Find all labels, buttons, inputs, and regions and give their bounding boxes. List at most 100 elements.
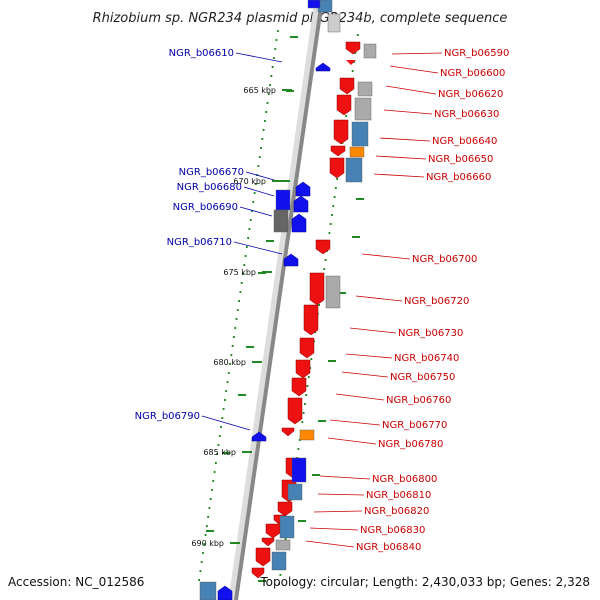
dash-mark <box>238 394 246 396</box>
forward-gene-arrow <box>329 157 345 179</box>
kbp-tick-label: 670 kbp <box>233 177 266 186</box>
kbp-tick-mark <box>282 89 292 91</box>
kbp-tick-label: 665 kbp <box>243 86 276 95</box>
inner-dot <box>213 471 216 473</box>
inner-dot <box>207 516 210 518</box>
gene-label-reverse: NGR_b06690 <box>173 202 238 213</box>
label-leader <box>243 186 275 197</box>
homolog-box <box>271 551 287 571</box>
kbp-tick-mark <box>272 180 282 182</box>
kbp-tick-mark <box>230 542 240 544</box>
outer-dot <box>298 439 301 441</box>
homolog-box <box>327 13 341 33</box>
homolog-box <box>351 121 369 147</box>
outer-dot <box>284 538 287 540</box>
inner-dot <box>216 453 219 455</box>
dash-mark <box>266 240 274 242</box>
inner-dot <box>261 138 264 140</box>
outer-dot <box>324 259 327 261</box>
label-leader <box>319 475 371 480</box>
gene-label-forward: NGR_b06730 <box>398 328 463 339</box>
inner-dot <box>266 102 269 104</box>
inner-dot <box>225 390 228 392</box>
label-leader <box>239 206 273 217</box>
inner-dot <box>257 165 260 167</box>
inner-dot <box>209 498 212 500</box>
outer-dot <box>304 403 306 405</box>
forward-gene-arrow <box>255 547 271 567</box>
label-leader <box>245 171 275 181</box>
dash-mark <box>338 292 346 294</box>
inner-dot <box>212 480 215 482</box>
inner-dot <box>217 444 220 446</box>
inner-dot <box>218 435 221 437</box>
inner-dot <box>276 30 279 32</box>
gene-label-forward: NGR_b06630 <box>434 109 499 120</box>
kbp-tick-label: 680 kbp <box>213 358 246 367</box>
outer-dot <box>329 223 332 225</box>
homolog-box <box>357 81 373 97</box>
backbone <box>234 0 324 600</box>
kbp-tick-label: 685 kbp <box>203 448 236 457</box>
homolog-box <box>287 483 303 501</box>
forward-gene-arrow <box>261 537 275 547</box>
outer-dot <box>354 52 357 54</box>
inner-dot <box>233 336 235 338</box>
homolog-box <box>275 539 291 551</box>
inner-dot <box>252 201 255 203</box>
inner-dot <box>239 291 242 293</box>
map-title: Rhizobium sp. NGR234 plasmid pNGR234b, c… <box>93 11 508 26</box>
homolog-box <box>299 429 315 441</box>
label-leader <box>235 52 283 63</box>
inner-dot <box>244 255 247 257</box>
label-leader <box>309 527 359 531</box>
forward-gene-arrow <box>265 523 281 539</box>
label-leader <box>349 327 397 334</box>
dash-mark <box>282 180 290 182</box>
homolog-box <box>345 157 363 183</box>
gene-label-forward: NGR_b06820 <box>364 506 429 517</box>
gene-label-forward: NGR_b06720 <box>404 296 469 307</box>
label-leader <box>335 393 385 401</box>
gene-label-forward: NGR_b06620 <box>438 89 503 100</box>
inner-dot <box>249 219 252 221</box>
outer-dot <box>332 205 335 207</box>
inner-dot <box>245 246 248 248</box>
outer-dot <box>306 385 309 387</box>
label-leader <box>373 173 425 178</box>
forward-gene-arrow <box>339 77 355 95</box>
outer-dot <box>301 421 304 423</box>
homolog-box <box>349 146 365 158</box>
dash-mark <box>312 474 320 476</box>
inner-dot <box>230 354 233 356</box>
reverse-gene-box <box>307 0 321 9</box>
inner-dot <box>265 111 268 113</box>
label-leader <box>317 493 365 496</box>
label-leader <box>341 371 389 378</box>
inner-dot <box>238 300 240 302</box>
reverse-gene-arrow <box>295 181 311 197</box>
inner-dot <box>236 309 239 311</box>
inner-dot <box>273 57 275 59</box>
accession-text: Accession: NC_012586 <box>8 575 144 589</box>
label-leader <box>329 419 381 426</box>
gene-label-reverse: NGR_b06610 <box>169 48 234 59</box>
backbone-shadow <box>228 0 322 600</box>
inner-dot <box>274 48 277 50</box>
label-leader <box>391 52 443 55</box>
gene-label-forward: NGR_b06770 <box>382 420 447 431</box>
inner-dot <box>275 39 278 41</box>
homolog-box <box>354 97 372 121</box>
outer-dot <box>323 268 326 270</box>
outer-dot <box>331 214 333 216</box>
reverse-gene-box <box>275 189 291 211</box>
forward-gene-arrow <box>330 145 346 157</box>
forward-gene-arrow <box>315 239 331 255</box>
kbp-tick-label: 690 kbp <box>191 539 224 548</box>
gene-label-reverse: NGR_b06670 <box>179 167 244 178</box>
topology-text: Topology: circular; Length: 2,430,033 bp… <box>259 575 590 589</box>
inner-dot <box>222 408 225 410</box>
outer-dot <box>279 574 282 576</box>
gene-label-reverse: NGR_b06790 <box>135 411 200 422</box>
